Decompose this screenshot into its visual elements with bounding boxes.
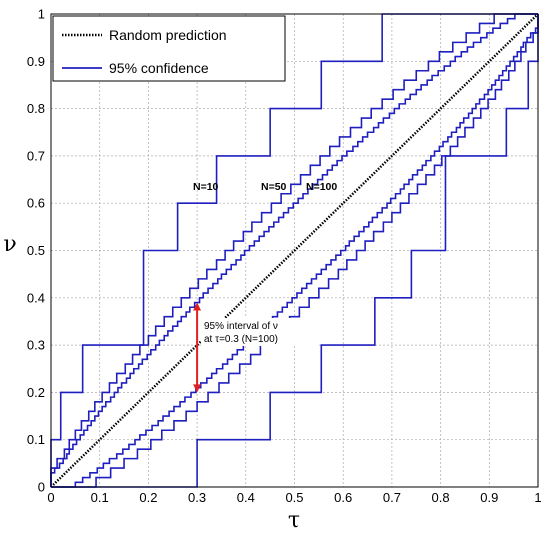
label-n50: N=50 [261, 181, 287, 193]
x-tick-label: 1 [534, 490, 541, 505]
y-tick-label: 1 [38, 7, 45, 22]
legend: Random prediction 95% confidence [52, 15, 286, 82]
legend-box [52, 15, 286, 82]
n10-upper-bound-line [50, 13, 538, 487]
tick-labels: 0 0.1 0.2 0.3 0.4 0.5 0.6 0.7 0.8 0.9 1 0 0.1 0.2 0.3 0… [27, 7, 542, 506]
series-lines [50, 13, 539, 488]
x-tick-label: 0.6 [334, 490, 352, 505]
label-n100: N=100 [306, 181, 337, 193]
y-tick-label: 0.3 [27, 338, 45, 353]
random-prediction-line [50, 13, 539, 488]
x-tick-label: 0.1 [91, 490, 109, 505]
x-tick-label: 0.9 [480, 490, 498, 505]
x-tick-label: 0.8 [432, 490, 450, 505]
y-axis-label: ν [3, 232, 16, 257]
label-n10: N=10 [193, 181, 219, 193]
y-tick-label: 0.5 [27, 243, 45, 258]
y-tick-label: 0 [38, 480, 45, 495]
interval-note-line2: at τ=0.3 (N=100) [204, 334, 278, 345]
annotations: N=10 N=50 N=100 95% interval of ν at τ=0… [193, 181, 337, 393]
interval-arrow-head-bottom [193, 384, 202, 393]
n50-upper-bound-line [50, 13, 538, 487]
y-tick-label: 0.7 [27, 148, 45, 163]
y-tick-label: 0.1 [27, 432, 45, 447]
n100-lower-bound-line [51, 14, 539, 488]
y-tick-label: 0.8 [27, 101, 45, 116]
x-axis-label: τ [288, 508, 300, 533]
plot-frame [50, 13, 539, 488]
legend-label-confidence: 95% confidence [109, 60, 209, 76]
x-tick-label: 0.5 [285, 490, 303, 505]
legend-label-random: Random prediction [109, 27, 227, 43]
interval-note-line1: 95% interval of ν [204, 321, 278, 332]
y-tick-label: 0.2 [27, 385, 45, 400]
y-tick-label: 0.6 [27, 196, 45, 211]
y-tick-label: 0.4 [27, 290, 45, 305]
x-tick-label: 0.4 [237, 490, 255, 505]
x-tick-label: 0.7 [383, 490, 401, 505]
y-tick-label: 0.9 [27, 54, 45, 69]
n10-lower-bound-line [51, 14, 539, 488]
n50-lower-bound-line [51, 14, 539, 488]
x-tick-label: 0.2 [139, 490, 157, 505]
x-tick-label: 0.3 [188, 490, 206, 505]
interval-note-bg [201, 318, 319, 346]
x-tick-label: 0 [47, 490, 54, 505]
interval-arrow-head-top [193, 302, 202, 311]
n100-upper-bound-line [50, 13, 538, 487]
